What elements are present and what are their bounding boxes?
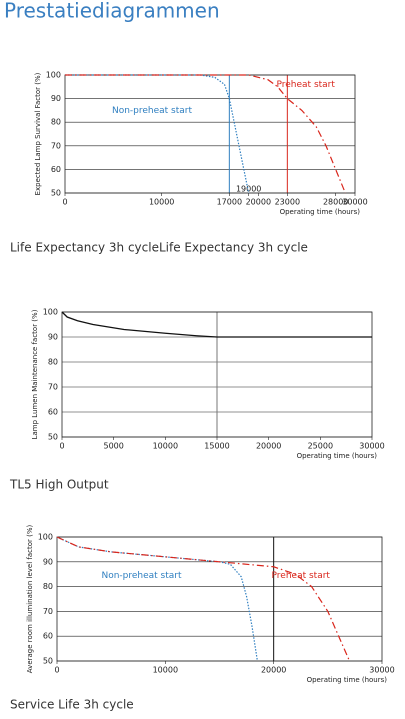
plot-frame xyxy=(64,74,356,194)
y-tick-label: 50 xyxy=(48,433,58,442)
y-tick-label: 100 xyxy=(46,71,61,80)
y-tick-label: 60 xyxy=(48,408,58,417)
y-tick-label: 90 xyxy=(48,333,58,342)
x-tick-label: 17000 xyxy=(217,198,242,207)
y-tick-label: 80 xyxy=(43,582,53,591)
series-annotation: Preheat start xyxy=(272,571,331,581)
y-tick-label: 100 xyxy=(38,533,53,542)
x-tick-label: 10000 xyxy=(153,442,178,451)
series-line xyxy=(65,74,250,194)
y-axis-label: Lamp Lumen Maintenance factor (%) xyxy=(31,309,39,439)
x-tick-label: 30000 xyxy=(369,666,394,675)
y-tick-label: 50 xyxy=(43,657,53,666)
y-tick-label: 60 xyxy=(43,632,53,641)
x-tick-label: 15000 xyxy=(204,442,229,451)
plot-frame xyxy=(61,311,373,438)
chart-caption: Life Expectancy 3h cycleLife Expectancy … xyxy=(10,241,308,255)
y-tick-label: 70 xyxy=(51,141,61,150)
y-tick-label: 90 xyxy=(43,557,53,566)
x-tick-label: 0 xyxy=(54,666,59,675)
y-axis-label: Average room illumination level factor (… xyxy=(26,525,34,674)
series-line xyxy=(61,311,372,338)
x-tick-label: 25000 xyxy=(308,442,333,451)
y-tick-label: 60 xyxy=(51,165,61,174)
x-tick-label: 0 xyxy=(62,198,67,207)
y-tick-label: 70 xyxy=(43,607,53,616)
y-tick-label: 90 xyxy=(51,94,61,103)
plot-frame xyxy=(56,536,383,662)
y-tick-label: 70 xyxy=(48,383,58,392)
x-tick-label: 20000 xyxy=(261,666,286,675)
x-tick-label: 20000 xyxy=(256,442,281,451)
y-axis-label: Expected Lamp Survival Factor (%) xyxy=(34,72,42,195)
x-tick-label: 30000 xyxy=(359,442,384,451)
x-tick-label: 10000 xyxy=(149,198,174,207)
x-tick-label: 5000 xyxy=(103,442,123,451)
y-tick-label: 100 xyxy=(43,308,58,317)
x-tick-label: 30000 xyxy=(342,198,367,207)
x-tick-label: 20000 xyxy=(246,198,271,207)
x-tick-label: 28000 xyxy=(323,198,348,207)
series-line xyxy=(65,74,346,194)
x-tick-label: 0 xyxy=(59,442,64,451)
x-axis-label: Operating time (hours) xyxy=(280,208,361,216)
series-annotation: Non-preheat start xyxy=(101,571,182,581)
series-annotation: Non-preheat start xyxy=(112,106,193,116)
x-tick-label: 10000 xyxy=(153,666,178,675)
y-tick-label: 80 xyxy=(48,358,58,367)
y-tick-label: 50 xyxy=(51,189,61,198)
x-tick-label: 23000 xyxy=(275,198,300,207)
series-line xyxy=(56,536,351,662)
series-annotation: Preheat start xyxy=(276,80,335,90)
x-tick-label: 19000 xyxy=(236,185,261,194)
x-axis-label: Operating time (hours) xyxy=(297,452,378,460)
y-tick-label: 80 xyxy=(51,118,61,127)
chart-caption: Service Life 3h cycle xyxy=(10,698,134,712)
x-axis-label: Operating time (hours) xyxy=(307,676,388,684)
page-title: Prestatiediagrammen xyxy=(4,0,220,23)
chart-caption: TL5 High Output xyxy=(9,478,109,492)
